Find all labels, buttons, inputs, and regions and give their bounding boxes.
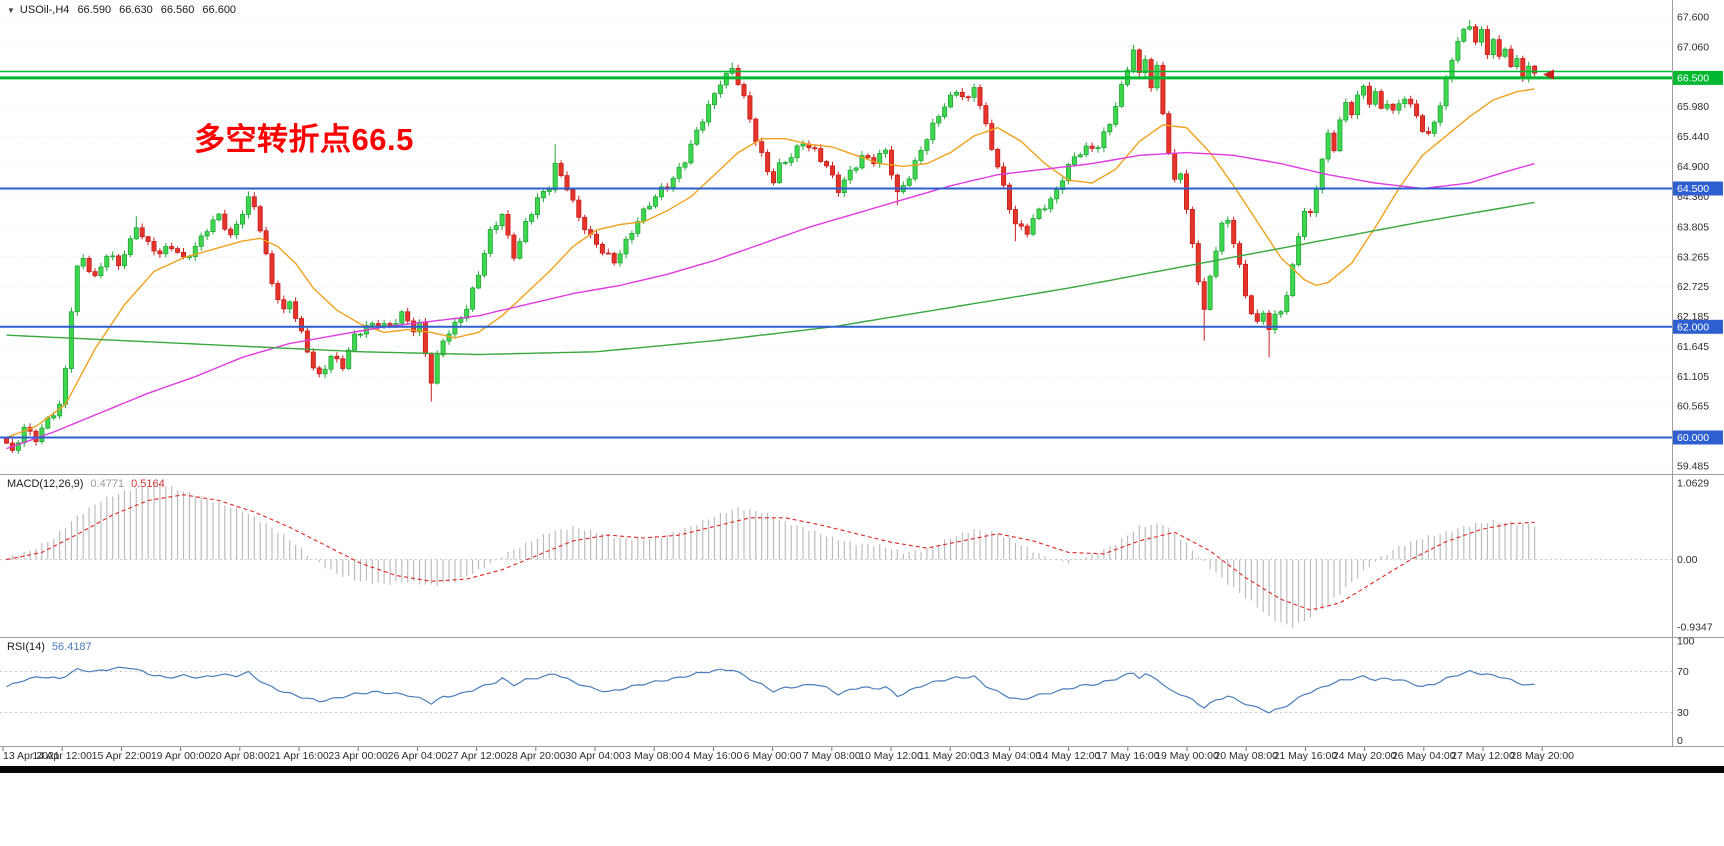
ohlc-close-value: 66.600 — [202, 4, 237, 16]
time-axis-label: 7 May 08:00 — [803, 750, 861, 762]
time-axis-label: 28 May 20:00 — [1510, 750, 1574, 762]
time-axis-label: 26 Apr 04:00 — [388, 750, 448, 762]
time-axis-label: 28 Apr 20:00 — [506, 750, 566, 762]
collapse-triangle-icon[interactable]: ▼ — [7, 6, 15, 15]
symbol-header: ▼ USOil-,H4 66.590 66.630 66.560 66.600 — [7, 4, 236, 16]
macd-header: MACD(12,26,9) 0.4771 0.5164 — [7, 478, 165, 490]
macd-axis-label: 1.0629 — [1677, 478, 1709, 490]
price-chart-canvas[interactable]: 1.0629 0.00 -0.9347 100 70 30 0 67.600 67.060 65.… — [0, 0, 1724, 763]
rsi-panel — [0, 666, 1672, 714]
horizontal-level-lines[interactable] — [0, 70, 1672, 439]
macd-signal-line — [6, 494, 1535, 611]
price-tick-label: 64.900 — [1677, 161, 1709, 173]
window-bottom-border — [0, 766, 1724, 773]
rsi-axis-label: 30 — [1677, 707, 1689, 719]
price-tick-label: 61.645 — [1677, 341, 1709, 353]
rsi-axis-label: 70 — [1677, 666, 1689, 678]
last-price-marker — [1543, 69, 1554, 80]
moving-averages — [6, 88, 1535, 450]
ohlc-open-value: 66.590 — [77, 4, 112, 16]
price-tick-label: 65.980 — [1677, 101, 1709, 113]
price-tick-label: 67.600 — [1677, 12, 1709, 24]
macd-main-value: 0.4771 — [90, 478, 125, 490]
time-axis-label: 6 May 00:00 — [744, 750, 802, 762]
time-axis-label: 19 Apr 00:00 — [151, 750, 211, 762]
rsi-line — [6, 666, 1535, 714]
symbol-period-label: USOil-,H4 — [19, 4, 70, 16]
price-tag-label: 64.500 — [1677, 183, 1709, 195]
price-tag — [1673, 181, 1723, 196]
price-tick-label: 61.105 — [1677, 371, 1709, 383]
macd-axis-label: -0.9347 — [1677, 622, 1713, 634]
price-tag-label: 60.000 — [1677, 432, 1709, 444]
time-axis-label: 14 May 12:00 — [1037, 750, 1101, 762]
time-axis-label: 21 Apr 16:00 — [269, 750, 329, 762]
price-tick-label: 63.805 — [1677, 222, 1709, 234]
macd-label: MACD(12,26,9) — [7, 478, 84, 490]
price-tick-label: 62.725 — [1677, 281, 1709, 293]
price-axis[interactable]: 1.0629 0.00 -0.9347 100 70 30 0 67.600 67.060 65.… — [1543, 12, 1723, 748]
price-grid — [0, 16, 1672, 467]
time-axis-label: 17 May 16:00 — [1096, 750, 1160, 762]
ma-mid-magenta — [6, 151, 1535, 450]
price-tick-label: 59.485 — [1677, 461, 1709, 473]
rsi-axis-label: 0 — [1677, 735, 1683, 747]
macd-panel — [0, 483, 1672, 628]
time-axis-label: 19 May 00:00 — [1155, 750, 1219, 762]
price-tag-label: 62.000 — [1677, 321, 1709, 333]
time-axis-label: 20 Apr 08:00 — [210, 750, 270, 762]
rsi-value: 56.4187 — [51, 641, 92, 653]
time-axis-label: 11 May 20:00 — [919, 750, 982, 762]
price-tick-label: 65.440 — [1677, 131, 1709, 143]
time-axis-label: 26 May 04:00 — [1392, 750, 1456, 762]
time-axis-label: 15 Apr 22:00 — [92, 750, 152, 762]
macd-axis-label: 0.00 — [1677, 554, 1698, 566]
price-tag — [1673, 70, 1723, 85]
price-tag-label: 66.500 — [1677, 72, 1709, 84]
time-axis-label: 24 May 20:00 — [1333, 750, 1397, 762]
time-axis-label: 3 May 08:00 — [625, 750, 683, 762]
price-tick-label: 63.265 — [1677, 251, 1709, 263]
time-axis-label: 4 May 16:00 — [685, 750, 743, 762]
candlestick-series — [4, 19, 1538, 455]
time-axis-label: 13 May 04:00 — [978, 750, 1042, 762]
time-axis-label: 14 Apr 12:00 — [32, 750, 92, 762]
time-axis-label: 30 Apr 04:00 — [565, 750, 625, 762]
panel-separators — [0, 0, 1724, 747]
ohlc-low-value: 66.560 — [160, 4, 195, 16]
time-axis-label: 27 Apr 12:00 — [447, 750, 507, 762]
rsi-axis-label: 100 — [1677, 636, 1695, 648]
annotation-text[interactable]: 多空转折点66.5 — [194, 122, 414, 157]
time-axis-label: 23 Apr 00:00 — [328, 750, 388, 762]
price-tag — [1673, 430, 1723, 445]
rsi-label: RSI(14) — [7, 641, 45, 653]
ma-fast-orange — [6, 88, 1535, 439]
macd-signal-value: 0.5164 — [131, 478, 165, 490]
ma-slow-green — [6, 201, 1535, 356]
price-tag — [1673, 319, 1723, 334]
time-axis-label: 13 Apr 2021 — [3, 750, 60, 762]
rsi-header: RSI(14) 56.4187 — [7, 641, 92, 653]
time-axis-label: 20 May 08:00 — [1214, 750, 1278, 762]
time-axis-label: 27 May 12:00 — [1451, 750, 1515, 762]
price-tick-label: 60.565 — [1677, 401, 1709, 413]
ohlc-high-value: 66.630 — [119, 4, 153, 16]
price-tick-label: 67.060 — [1677, 41, 1709, 53]
time-axis-label: 21 May 16:00 — [1274, 750, 1338, 762]
time-axis-label: 10 May 12:00 — [859, 750, 923, 762]
